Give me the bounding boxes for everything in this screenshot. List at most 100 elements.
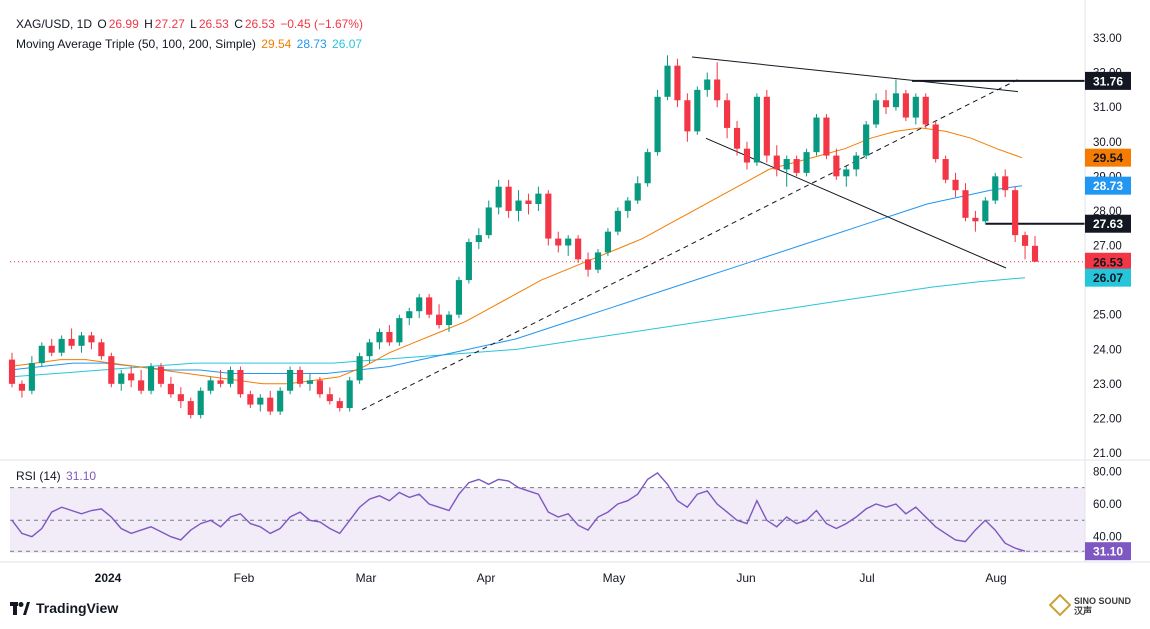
candle-body	[128, 373, 135, 381]
candle-body	[555, 238, 562, 246]
candle-body	[743, 148, 751, 163]
candle	[555, 231, 562, 253]
candle-body	[426, 297, 433, 315]
candle	[495, 179, 502, 215]
candle	[624, 197, 631, 218]
candle-body	[1012, 190, 1019, 236]
time-tick-label: Aug	[985, 571, 1006, 585]
candle-body	[287, 370, 294, 391]
ma100-line	[9, 185, 1023, 374]
candle	[138, 370, 145, 395]
rsi-legend[interactable]: RSI (14) 31.10	[16, 469, 98, 483]
candle-body	[763, 96, 770, 156]
rsi-badge-bg	[1085, 542, 1131, 561]
candle-body	[316, 380, 323, 395]
candle	[58, 335, 65, 357]
candle-body	[455, 280, 463, 315]
rsi-tick-label: 60.00	[1093, 499, 1122, 511]
candle	[743, 141, 751, 170]
candle	[217, 370, 224, 388]
candle	[485, 200, 492, 239]
candle-body	[187, 401, 194, 415]
candle	[257, 394, 264, 412]
candle-body	[356, 356, 363, 381]
candle-body	[535, 193, 542, 204]
price-badge: 29.54	[1085, 148, 1131, 167]
time-tick-label: Jul	[859, 571, 874, 585]
rsi-pane[interactable]	[10, 471, 1085, 553]
candle	[962, 183, 969, 222]
candle	[326, 387, 333, 405]
candle	[912, 93, 919, 125]
candle-body	[704, 79, 711, 90]
candle	[584, 252, 592, 277]
candle-body	[88, 335, 95, 343]
candle-body	[177, 394, 184, 402]
candle-body	[267, 397, 274, 412]
low-value: 26.53	[198, 17, 229, 31]
candle-body	[157, 366, 165, 384]
candle	[763, 89, 770, 163]
candle-body	[813, 117, 820, 153]
price-tick-label: 30.00	[1093, 137, 1122, 149]
price-tick-label: 33.00	[1093, 33, 1122, 45]
change-value: −0.45 (−1.67%)	[280, 17, 363, 31]
candle-body	[892, 93, 900, 108]
candle-body	[68, 338, 75, 346]
candle	[604, 228, 612, 256]
candle	[594, 248, 602, 274]
candle	[575, 235, 582, 263]
candle-body	[614, 210, 621, 232]
candle-body	[932, 124, 939, 160]
price-pane[interactable]	[8, 55, 1085, 419]
watermark-bottom: 汉声	[1074, 606, 1093, 616]
sinosound-watermark: SINO SOUND 汉声	[1074, 596, 1131, 616]
candle	[823, 114, 830, 160]
candle-body	[247, 394, 254, 405]
candle-body	[8, 359, 16, 384]
axes: 33.0032.0031.0030.0029.0028.0027.0026.00…	[0, 0, 1150, 585]
support-line	[361, 79, 1019, 411]
tradingview-logo[interactable]: TradingView	[10, 600, 118, 616]
candle	[346, 376, 353, 412]
candle-body	[78, 335, 85, 346]
candle	[475, 228, 482, 249]
low-label: L	[190, 17, 197, 31]
candle	[38, 342, 45, 367]
close-label: C	[234, 17, 243, 31]
candle	[28, 356, 35, 395]
candle	[565, 235, 572, 256]
rsi-value: 31.10	[66, 469, 97, 483]
candle-body	[108, 356, 115, 384]
candle	[167, 376, 174, 398]
candle-body	[28, 363, 35, 391]
candle	[853, 152, 860, 177]
price-badge-label: 26.07	[1093, 271, 1123, 285]
candle-body	[873, 100, 880, 125]
candle	[684, 93, 691, 142]
price-badge: 31.76	[1085, 71, 1131, 90]
candle	[634, 176, 641, 204]
candle	[674, 58, 681, 108]
candle-body	[843, 169, 850, 177]
candle-body	[257, 397, 264, 405]
price-tick-label: 27.00	[1093, 241, 1122, 253]
candle	[445, 311, 453, 332]
ma200-line	[9, 277, 1026, 378]
ma-legend[interactable]: Moving Average Triple (50, 100, 200, Sim…	[16, 37, 364, 51]
candle-body	[674, 65, 681, 101]
candle	[396, 314, 403, 346]
candle-body	[217, 380, 224, 384]
price-badge-bg	[1085, 214, 1131, 233]
price-badge: 26.07	[1085, 268, 1131, 287]
candle-body	[485, 207, 492, 236]
tradingview-logo-icon	[10, 601, 30, 615]
candle-body	[237, 370, 244, 395]
candle	[147, 363, 155, 395]
ma50-value: 29.54	[261, 37, 292, 51]
candle	[455, 276, 463, 319]
candle	[247, 390, 254, 409]
candle	[505, 179, 512, 218]
candle-body	[733, 127, 741, 149]
